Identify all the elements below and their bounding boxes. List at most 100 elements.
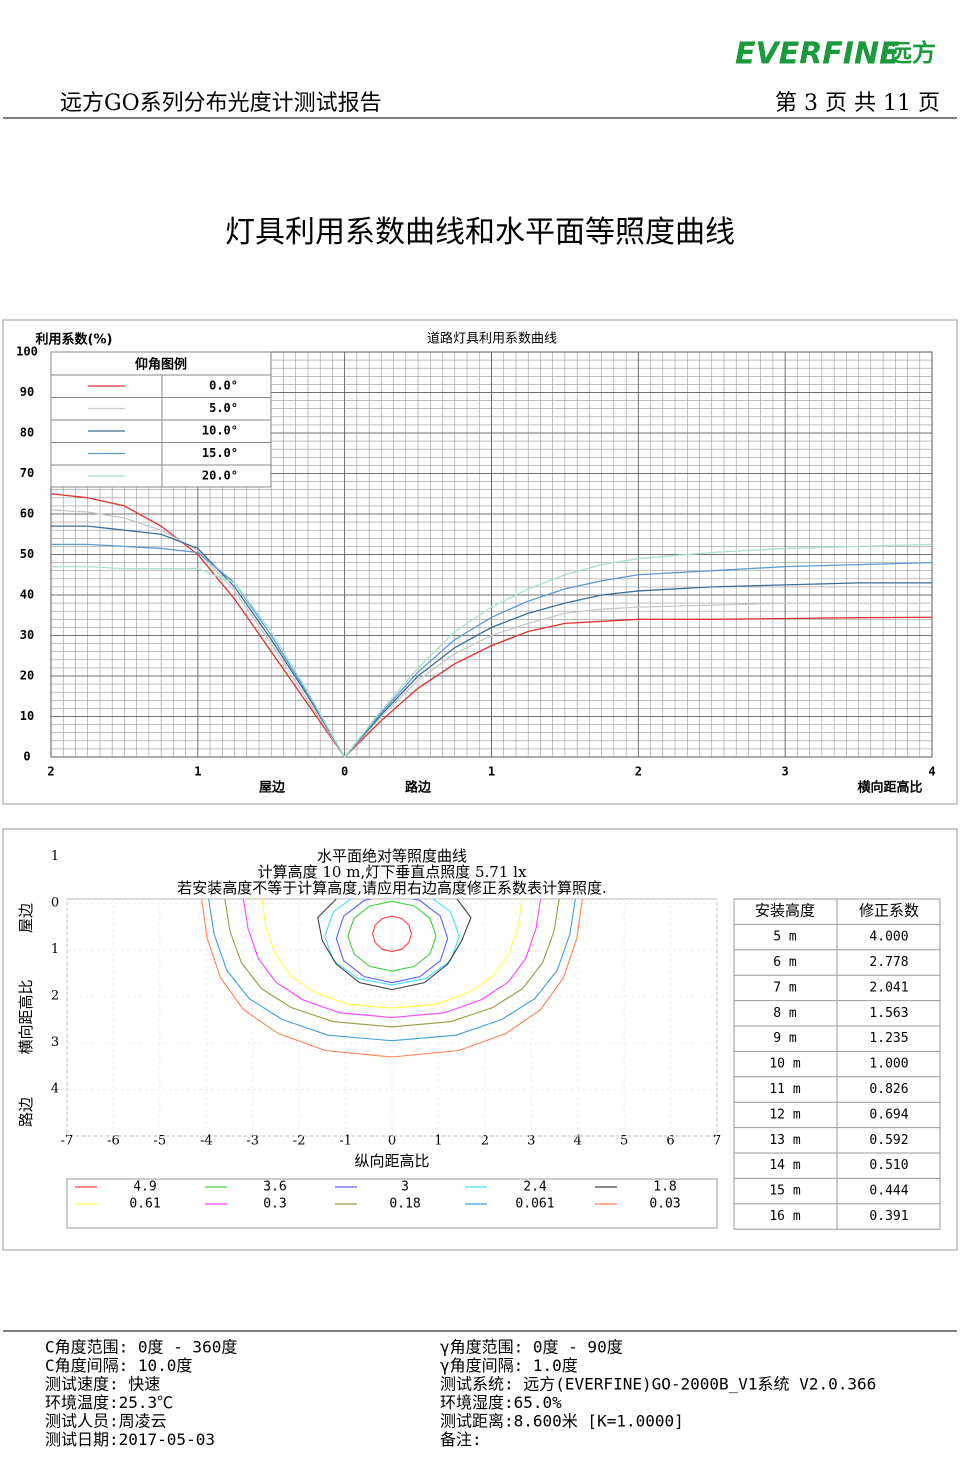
x-axis-label: 屋边 (259, 781, 286, 796)
table-cell: 1.000 (869, 1057, 908, 1072)
legend-label: 2.4 (523, 1180, 547, 1195)
table-cell: 14 m (769, 1158, 800, 1173)
table-cell: 0.826 (869, 1082, 908, 1097)
footer-line: 测试系统: 远方(EVERFINE)GO-2000B_V1系统 V2.0.366 (440, 1375, 876, 1394)
contour-line (317, 899, 472, 991)
table-cell: 9 m (773, 1031, 797, 1046)
x-tick-label: 1 (488, 765, 495, 779)
legend-label: 3.6 (263, 1180, 286, 1195)
y-tick-label: 0 (23, 750, 30, 764)
data-line (50, 509, 932, 759)
x-tick-label: 5 (620, 1134, 628, 1149)
contour-line (347, 900, 437, 972)
x-tick-label: 2 (481, 1134, 489, 1149)
footer-line: 测试速度: 快速 (45, 1375, 160, 1394)
table-cell: 6 m (773, 955, 797, 970)
y-tick-label: 10 (20, 709, 34, 723)
report-title: 远方GO系列分布光度计测试报告 (60, 91, 382, 116)
x-tick-label: 4 (928, 765, 935, 779)
contour-line (224, 899, 560, 1028)
contour-line (208, 899, 576, 1042)
y-tick-label: 4 (51, 1082, 59, 1097)
y-axis-label: 利用系数(%) (36, 332, 113, 348)
contour-line (371, 915, 413, 953)
x-tick-label: 4 (574, 1134, 582, 1149)
x-tick-label: -4 (200, 1134, 213, 1149)
table-cell: 0.592 (869, 1133, 908, 1148)
x-tick-label: 1 (434, 1134, 442, 1149)
x-tick-label: -7 (61, 1134, 74, 1149)
x-tick-label: 0 (341, 765, 348, 779)
table-cell: 15 m (769, 1184, 800, 1199)
contour-line (242, 899, 542, 1019)
x-tick-label: -3 (246, 1134, 259, 1149)
chart-subtitle: 计算高度 10 m,灯下垂直点照度 5.71 lx (258, 863, 527, 881)
legend-label: 10.0° (202, 424, 238, 438)
y-tick-label: 90 (20, 385, 34, 399)
x-tick-label: 2 (635, 765, 642, 779)
x-axis-label: 纵向距高比 (354, 1152, 429, 1170)
legend-label: 1.8 (653, 1180, 676, 1195)
y-tick-label: 2 (51, 989, 59, 1004)
legend-label: 20.0° (202, 469, 238, 483)
x-tick-label: 3 (782, 765, 789, 779)
footer-line: C角度范围: 0度 - 360度 (45, 1338, 237, 1357)
y-tick-label: 60 (20, 507, 34, 521)
y-tick-label: 100 (16, 345, 38, 359)
x-tick-label: -6 (107, 1134, 120, 1149)
data-line (51, 543, 933, 759)
y-tick-label: 30 (20, 628, 34, 642)
legend-title: 仰角图例 (135, 357, 187, 373)
legend-label: 0.18 (389, 1197, 420, 1212)
table-cell: 1.563 (869, 1006, 908, 1021)
legend-label: 4.9 (133, 1180, 156, 1195)
table-cell: 10 m (769, 1057, 800, 1072)
y-tick-label: 80 (20, 426, 34, 440)
table-cell: 2.778 (869, 955, 908, 970)
data-line (50, 493, 933, 759)
y-tick-label: 40 (20, 588, 34, 602)
table-cell: 7 m (773, 980, 797, 995)
table-cell: 11 m (769, 1082, 800, 1097)
x-axis-label: 横向距高比 (857, 780, 922, 796)
table-cell: 4.000 (869, 930, 908, 945)
contour-line (324, 899, 460, 986)
chart-title: 道路灯具利用系数曲线 (427, 331, 557, 347)
footer-line: γ角度间隔: 1.0度 (440, 1356, 578, 1375)
x-tick-label: -2 (293, 1134, 306, 1149)
contour-line (201, 899, 583, 1058)
x-tick-label: 0 (388, 1134, 396, 1149)
footer-line: 环境温度:25.3℃ (45, 1393, 173, 1412)
legend-label: 15.0° (202, 446, 238, 460)
legend: 仰角图例 0.0° 5.0° 10.0° 15.0° 20.0° (50, 351, 272, 488)
legend-label: 3 (401, 1180, 409, 1195)
legend-label: 0.061 (515, 1197, 554, 1212)
chart-subtitle: 若安装高度不等于计算高度,请应用右边高度修正系数表计算照度. (177, 879, 607, 897)
logo: EVERFINE (735, 37, 900, 72)
table-cell: 5 m (773, 930, 797, 945)
footer-line: 测试距离:8.600米 [K=1.0000] (440, 1412, 684, 1431)
contour-line (261, 899, 523, 1009)
y-tick-label: 20 (20, 669, 34, 683)
legend-label: 0.0° (209, 379, 238, 393)
data-line (51, 525, 932, 759)
y-tick-label: 3 (51, 1035, 59, 1050)
y-axis-label: 横向距高比 (17, 979, 35, 1054)
y-tick-label: 1 (51, 942, 59, 957)
footer-line: 环境湿度:65.0% (440, 1393, 562, 1412)
footer-line: γ角度范围: 0度 - 90度 (440, 1338, 623, 1357)
x-tick-label: -5 (154, 1134, 167, 1149)
table-cell: 12 m (769, 1107, 800, 1122)
table-cell: 8 m (773, 1006, 797, 1021)
x-tick-label: 2 (47, 765, 54, 779)
x-tick-label: 1 (194, 765, 201, 779)
y-tick-label: 70 (20, 466, 34, 480)
chart-title: 水平面绝对等照度曲线 (317, 847, 467, 865)
y-tick-label: 0 (51, 896, 59, 911)
table-cell: 16 m (769, 1209, 800, 1224)
legend-label: 0.61 (129, 1197, 160, 1212)
x-tick-label: -1 (339, 1134, 352, 1149)
table-cell: 13 m (769, 1133, 800, 1148)
